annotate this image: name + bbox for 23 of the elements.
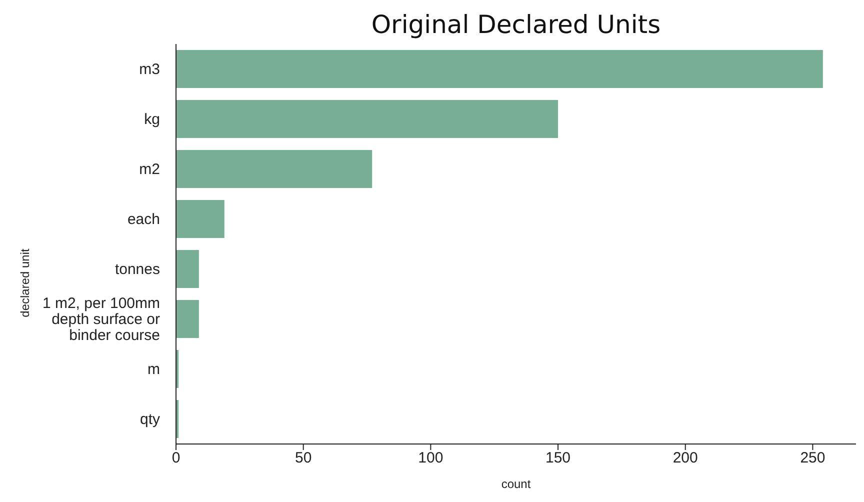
chart-title: Original Declared Units — [370, 10, 662, 39]
y-tick-label: m2 — [139, 160, 160, 178]
y-tick-label: 1 m2, per 100mm depth surface or binder course — [42, 294, 160, 344]
bar — [176, 50, 823, 88]
bar — [176, 300, 199, 338]
y-tick-label: each — [127, 210, 160, 228]
x-tick-label: 250 — [800, 450, 826, 467]
bar — [176, 150, 372, 188]
x-tick-label: 150 — [546, 450, 571, 467]
y-tick-label: m — [148, 360, 160, 378]
bar — [176, 200, 224, 238]
bar — [176, 100, 558, 138]
y-tick-label: m3 — [139, 60, 160, 78]
x-tick-label: 200 — [672, 450, 698, 467]
x-tick-label: 100 — [418, 450, 444, 467]
y-axis-title: declared unit — [18, 248, 32, 318]
y-tick-label: tonnes — [114, 260, 160, 278]
x-tick-label: 50 — [294, 450, 312, 467]
x-axis-title: count — [501, 477, 532, 491]
x-tick-label: 0 — [172, 450, 180, 467]
y-tick-label: kg — [144, 110, 160, 128]
y-tick-label: qty — [140, 410, 160, 428]
bar — [176, 250, 199, 288]
